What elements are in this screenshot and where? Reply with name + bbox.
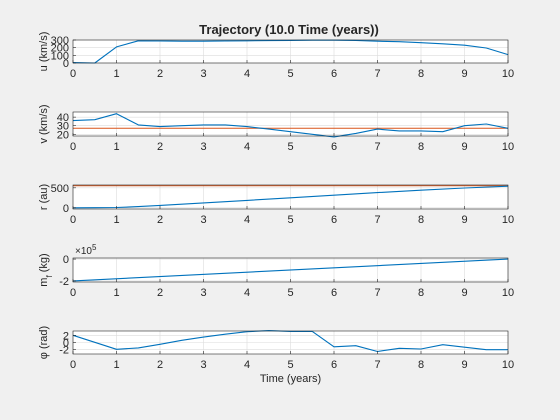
x-tick-label: 5	[287, 214, 293, 226]
x-tick-label: 6	[331, 141, 337, 153]
x-tick-label: 6	[331, 359, 337, 371]
x-tick-label: 4	[244, 68, 250, 80]
x-tick-label: 9	[461, 68, 467, 80]
y-tick-label: 500	[51, 183, 69, 195]
x-tick-label: 10	[502, 359, 514, 371]
y-tick-label: 30	[57, 121, 69, 133]
x-tick-label: 5	[287, 359, 293, 371]
x-tick-label: 2	[157, 141, 163, 153]
x-tick-label: 4	[244, 359, 250, 371]
x-tick-label: 10	[502, 214, 514, 226]
y-axis-label: v (km/s)	[38, 104, 50, 143]
axes-panel-4: 0 1 2 3 4 5 6 7 8 9 100-2mf (kg)×105	[38, 243, 514, 299]
x-tick-label: 2	[157, 68, 163, 80]
x-tick-label: 10	[502, 68, 514, 80]
x-tick-label: 4	[244, 214, 250, 226]
x-tick-label: 3	[200, 141, 206, 153]
x-tick-label: 5	[287, 68, 293, 80]
y-tick-label: 0	[63, 338, 69, 350]
y-axis-multiplier: ×105	[75, 243, 97, 257]
y-tick-label: 100	[51, 50, 69, 62]
x-tick-label: 0	[70, 359, 76, 371]
x-tick-label: 0	[70, 68, 76, 80]
x-tick-label: 9	[461, 141, 467, 153]
series-line	[72, 258, 509, 282]
x-tick-label: 1	[113, 359, 119, 371]
y-axis-label: mf (kg)	[38, 253, 54, 286]
y-tick-label: 40	[57, 112, 69, 124]
x-tick-label: 5	[287, 141, 293, 153]
y-tick-label: -2	[59, 276, 69, 288]
y-axis-label: u (km/s)	[38, 32, 50, 72]
y-tick-label: 0	[63, 203, 69, 215]
x-tick-label: 1	[113, 68, 119, 80]
series-line	[72, 330, 508, 353]
x-tick-label: 7	[374, 359, 380, 371]
x-tick-label: 1	[113, 141, 119, 153]
y-tick-label: 0	[63, 254, 69, 266]
y-axis-label: r (au)	[38, 184, 50, 210]
y-tick-label: 200	[51, 43, 69, 55]
y-tick-label: 300	[51, 35, 69, 47]
x-tick-label: 1	[113, 214, 119, 226]
x-tick-label: 9	[461, 214, 467, 226]
x-tick-label: 7	[374, 287, 380, 299]
y-axis-label: φ (rad)	[38, 326, 50, 359]
x-tick-label: 8	[418, 214, 424, 226]
x-tick-label: 2	[157, 214, 163, 226]
y-tick-label: 2	[63, 330, 69, 342]
x-tick-label: 7	[374, 68, 380, 80]
x-tick-label: 8	[418, 287, 424, 299]
x-tick-label: 7	[374, 214, 380, 226]
x-tick-label: 8	[418, 68, 424, 80]
x-tick-label: 5	[287, 287, 293, 299]
x-tick-label: 0	[70, 287, 76, 299]
x-tick-label: 1	[113, 287, 119, 299]
x-tick-label: 10	[502, 287, 514, 299]
x-tick-label: 8	[418, 359, 424, 371]
x-tick-label: 6	[331, 214, 337, 226]
x-tick-label: 2	[157, 359, 163, 371]
x-tick-label: 9	[461, 359, 467, 371]
x-tick-label: 6	[331, 68, 337, 80]
series-line	[72, 113, 509, 138]
series-line	[72, 39, 509, 64]
x-tick-label: 3	[200, 359, 206, 371]
x-tick-label: 3	[200, 68, 206, 80]
x-tick-label: 7	[374, 141, 380, 153]
y-tick-label: 0	[63, 58, 69, 70]
y-tick-label: -2	[59, 345, 69, 357]
x-axis-label: Time (years)	[260, 373, 321, 385]
x-tick-label: 0	[70, 141, 76, 153]
x-tick-label: 8	[418, 141, 424, 153]
x-tick-label: 3	[200, 214, 206, 226]
x-tick-label: 0	[70, 214, 76, 226]
figure-title: Trajectory (10.0 Time (years))	[199, 22, 379, 37]
x-tick-label: 10	[502, 141, 514, 153]
x-tick-label: 3	[200, 287, 206, 299]
x-tick-label: 4	[244, 287, 250, 299]
x-tick-label: 9	[461, 287, 467, 299]
y-tick-label: 20	[57, 129, 69, 141]
x-tick-label: 2	[157, 287, 163, 299]
x-tick-label: 6	[331, 287, 337, 299]
x-tick-label: 4	[244, 141, 250, 153]
